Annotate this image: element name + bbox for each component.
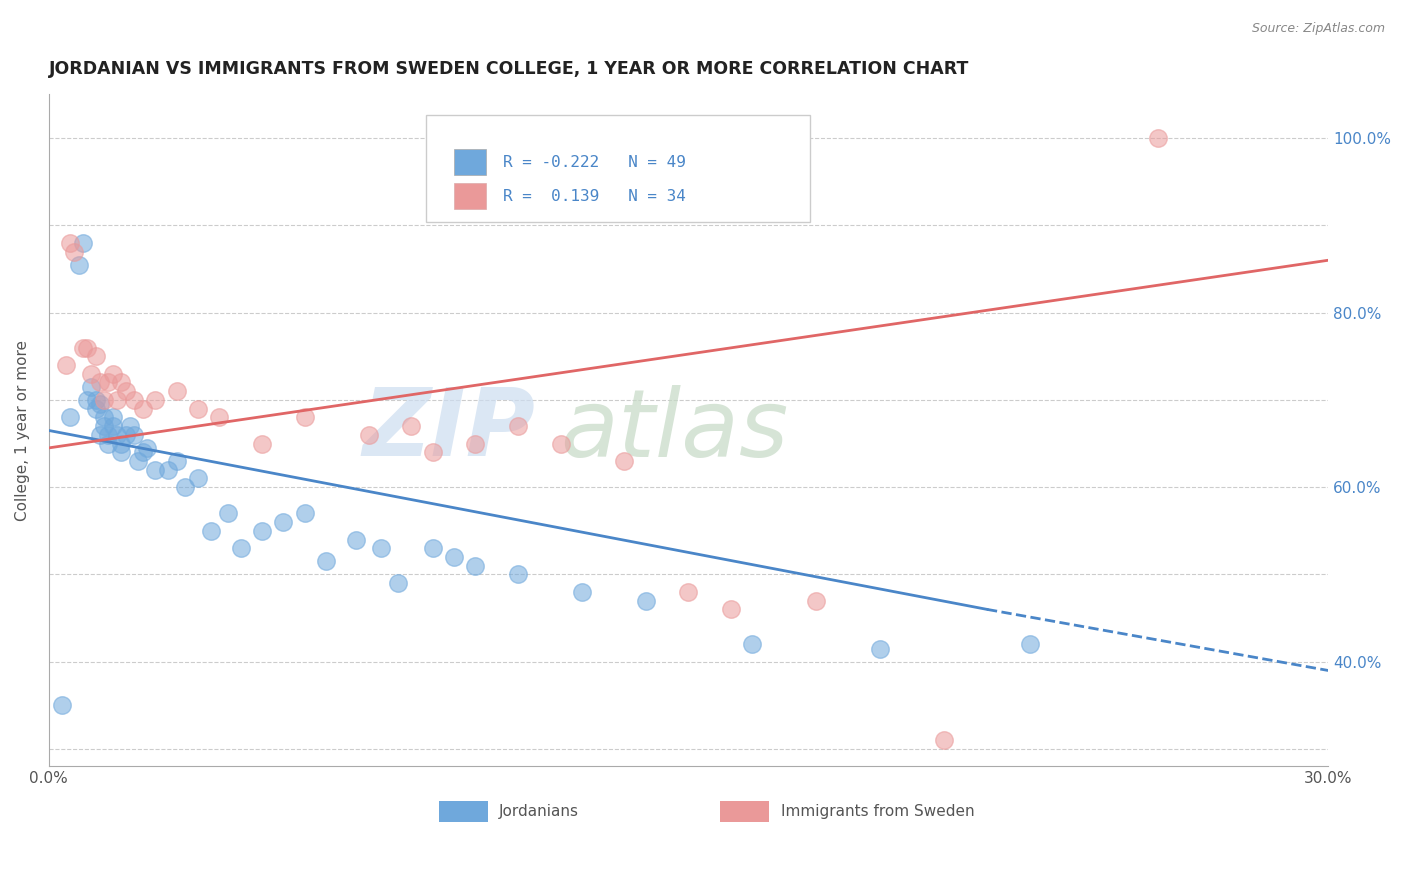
Point bbox=[229, 541, 252, 556]
Point bbox=[135, 441, 157, 455]
Point bbox=[678, 585, 700, 599]
Point bbox=[271, 515, 294, 529]
Text: ZIP: ZIP bbox=[361, 384, 534, 476]
Text: R = -0.222   N = 49: R = -0.222 N = 49 bbox=[503, 155, 686, 170]
FancyBboxPatch shape bbox=[439, 801, 488, 822]
Point bbox=[84, 349, 107, 363]
Point bbox=[145, 463, 167, 477]
Point bbox=[387, 576, 409, 591]
Point bbox=[89, 397, 111, 411]
Point bbox=[97, 427, 120, 442]
Point bbox=[72, 235, 94, 250]
Point bbox=[105, 427, 128, 442]
Point bbox=[101, 367, 124, 381]
Point bbox=[131, 401, 153, 416]
Point bbox=[97, 376, 120, 390]
Point bbox=[464, 558, 486, 573]
Point bbox=[250, 524, 273, 538]
Point bbox=[84, 392, 107, 407]
Point bbox=[122, 392, 145, 407]
Point bbox=[80, 380, 103, 394]
Point bbox=[200, 524, 222, 538]
Point bbox=[114, 384, 136, 399]
Point bbox=[464, 436, 486, 450]
Point bbox=[93, 392, 115, 407]
Point bbox=[506, 419, 529, 434]
Point bbox=[145, 392, 167, 407]
Point bbox=[55, 358, 77, 372]
Point bbox=[571, 585, 593, 599]
Point bbox=[166, 454, 188, 468]
Point bbox=[741, 637, 763, 651]
Point bbox=[1018, 637, 1040, 651]
Point bbox=[110, 376, 132, 390]
Point bbox=[157, 463, 180, 477]
Point bbox=[1146, 131, 1168, 145]
Point bbox=[634, 593, 657, 607]
Point bbox=[59, 235, 82, 250]
Point bbox=[101, 410, 124, 425]
Point bbox=[114, 427, 136, 442]
Point bbox=[89, 427, 111, 442]
Point bbox=[80, 367, 103, 381]
FancyBboxPatch shape bbox=[454, 149, 486, 175]
Y-axis label: College, 1 year or more: College, 1 year or more bbox=[15, 340, 30, 521]
Point bbox=[443, 549, 465, 564]
Point bbox=[127, 454, 149, 468]
Point bbox=[294, 507, 316, 521]
Point bbox=[506, 567, 529, 582]
Point bbox=[370, 541, 392, 556]
Text: Immigrants from Sweden: Immigrants from Sweden bbox=[780, 804, 974, 819]
FancyBboxPatch shape bbox=[426, 114, 810, 222]
Text: R =  0.139   N = 34: R = 0.139 N = 34 bbox=[503, 189, 686, 204]
Point bbox=[72, 341, 94, 355]
Point bbox=[217, 507, 239, 521]
Point bbox=[613, 454, 636, 468]
Point bbox=[422, 445, 444, 459]
Point bbox=[76, 341, 98, 355]
Point bbox=[122, 427, 145, 442]
Point bbox=[131, 445, 153, 459]
Point bbox=[315, 554, 337, 568]
Point bbox=[51, 698, 73, 713]
FancyBboxPatch shape bbox=[454, 183, 486, 209]
Point bbox=[422, 541, 444, 556]
Point bbox=[250, 436, 273, 450]
Point bbox=[105, 392, 128, 407]
Point bbox=[934, 733, 956, 747]
Text: Jordanians: Jordanians bbox=[499, 804, 579, 819]
Point bbox=[550, 436, 572, 450]
Text: atlas: atlas bbox=[561, 385, 789, 476]
Point bbox=[344, 533, 367, 547]
Point bbox=[166, 384, 188, 399]
Point bbox=[118, 419, 141, 434]
Point bbox=[806, 593, 828, 607]
Point bbox=[399, 419, 422, 434]
Point bbox=[110, 445, 132, 459]
Point bbox=[84, 401, 107, 416]
Point bbox=[174, 480, 197, 494]
Point bbox=[110, 436, 132, 450]
Point bbox=[89, 376, 111, 390]
Point bbox=[187, 471, 209, 485]
Point bbox=[187, 401, 209, 416]
Point bbox=[76, 392, 98, 407]
FancyBboxPatch shape bbox=[720, 801, 769, 822]
Point bbox=[869, 641, 891, 656]
Point bbox=[67, 258, 90, 272]
Point bbox=[101, 419, 124, 434]
Point bbox=[63, 244, 86, 259]
Point bbox=[208, 410, 231, 425]
Text: JORDANIAN VS IMMIGRANTS FROM SWEDEN COLLEGE, 1 YEAR OR MORE CORRELATION CHART: JORDANIAN VS IMMIGRANTS FROM SWEDEN COLL… bbox=[49, 60, 969, 78]
Point bbox=[93, 419, 115, 434]
Point bbox=[294, 410, 316, 425]
Point bbox=[59, 410, 82, 425]
Point bbox=[93, 410, 115, 425]
Point bbox=[720, 602, 742, 616]
Point bbox=[357, 427, 380, 442]
Point bbox=[97, 436, 120, 450]
Text: Source: ZipAtlas.com: Source: ZipAtlas.com bbox=[1251, 22, 1385, 36]
